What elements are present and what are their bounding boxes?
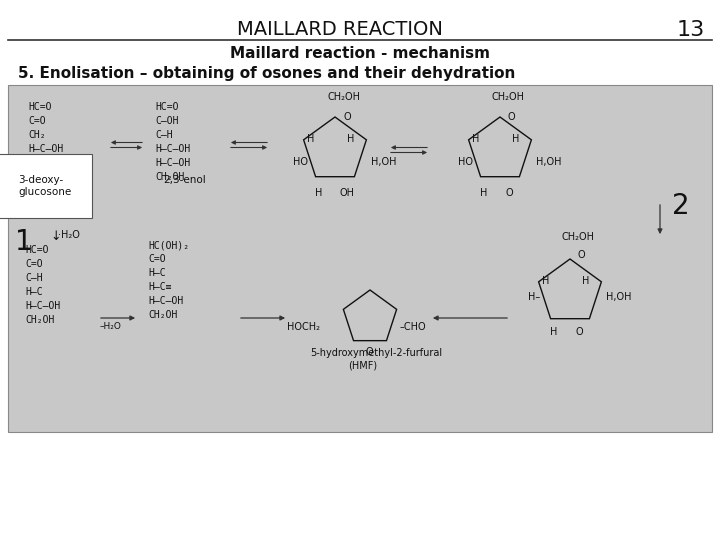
Text: H,OH: H,OH [536, 157, 562, 167]
Text: 2: 2 [672, 192, 690, 220]
Text: HC=O
C–OH
C–H
H–C–OH
H–C–OH
CH₂OH: HC=O C–OH C–H H–C–OH H–C–OH CH₂OH [155, 102, 190, 182]
Text: O: O [343, 112, 351, 122]
Text: HO: HO [458, 157, 473, 167]
Text: 5-hydroxymethyl-2-furfural: 5-hydroxymethyl-2-furfural [310, 348, 442, 358]
Text: HOCH₂: HOCH₂ [287, 322, 320, 332]
Text: CH₂OH: CH₂OH [327, 92, 360, 102]
Text: Maillard reaction - mechanism: Maillard reaction - mechanism [230, 46, 490, 61]
Text: 13: 13 [677, 20, 705, 40]
Text: ·H₂O: ·H₂O [58, 230, 80, 240]
Text: H: H [582, 276, 590, 286]
Text: H,OH: H,OH [371, 157, 397, 167]
Text: 5. Enolisation – obtaining of osones and their dehydration: 5. Enolisation – obtaining of osones and… [18, 66, 516, 81]
Text: OH: OH [340, 188, 355, 198]
Bar [8, 85, 712, 432]
Text: 3-deoxy-
glucosone: 3-deoxy- glucosone [18, 175, 71, 198]
Text: CH₂OH: CH₂OH [492, 92, 525, 102]
Text: H: H [550, 327, 557, 337]
Text: –H₂O: –H₂O [100, 322, 122, 331]
Text: MAILLARD REACTION: MAILLARD REACTION [237, 20, 443, 39]
Text: (HMF): (HMF) [348, 360, 377, 370]
Text: H: H [307, 134, 315, 144]
Text: O: O [578, 250, 585, 260]
Text: H: H [542, 276, 549, 286]
Text: HC=O
C=O
C–H
H–C
H–C–OH
CH₂OH: HC=O C=O C–H H–C H–C–OH CH₂OH [25, 245, 60, 325]
Text: CH₂OH: CH₂OH [562, 232, 595, 242]
Text: ↓: ↓ [50, 230, 60, 243]
Text: H: H [347, 134, 354, 144]
Text: O: O [505, 188, 513, 198]
Text: –CHO: –CHO [400, 322, 427, 332]
Text: HC=O
C=O
CH₂
H–C–OH
H–C–OH
CH₂OH: HC=O C=O CH₂ H–C–OH H–C–OH CH₂OH [28, 102, 63, 182]
Text: HO: HO [293, 157, 308, 167]
Text: HC(OH)₂
C=O
H–C
H–C≡
H–C–OH
CH₂OH: HC(OH)₂ C=O H–C H–C≡ H–C–OH CH₂OH [148, 240, 189, 320]
Text: H: H [315, 188, 323, 198]
Text: H–: H– [528, 292, 540, 302]
Text: H,OH: H,OH [606, 292, 631, 302]
Text: O: O [366, 347, 374, 357]
Text: 2,3-enol: 2,3-enol [163, 175, 206, 185]
Text: 1: 1 [15, 228, 32, 256]
Text: O: O [508, 112, 516, 122]
Text: O: O [575, 327, 582, 337]
Text: H: H [480, 188, 487, 198]
Text: H: H [472, 134, 480, 144]
Text: H: H [512, 134, 519, 144]
